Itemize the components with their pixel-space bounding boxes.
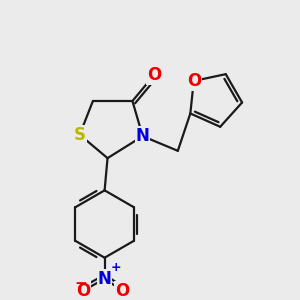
- Text: S: S: [74, 126, 86, 144]
- Text: N: N: [98, 270, 112, 288]
- Text: O: O: [115, 281, 129, 299]
- Text: O: O: [76, 281, 91, 299]
- Text: O: O: [147, 66, 161, 84]
- Text: N: N: [136, 127, 150, 145]
- Text: +: +: [111, 261, 122, 274]
- Text: −: −: [75, 276, 88, 291]
- Text: O: O: [187, 72, 201, 90]
